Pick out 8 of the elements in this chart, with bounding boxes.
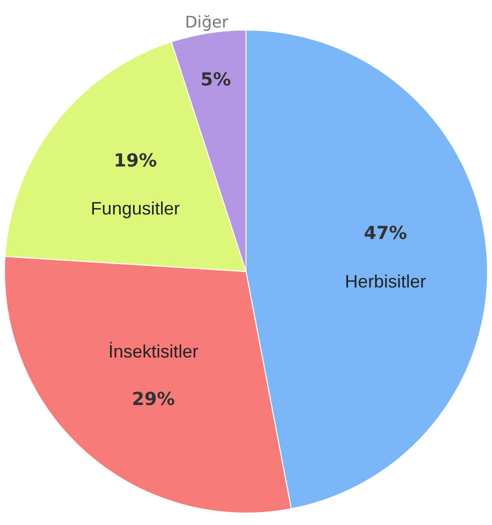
- slice-label: Fungusitler: [90, 198, 180, 219]
- data-label: 19%: [114, 150, 157, 172]
- data-label: 5%: [200, 69, 232, 90]
- slice-label: Herbisitler: [344, 271, 426, 292]
- data-label: 47%: [364, 222, 407, 244]
- slice-label: Diğer: [184, 12, 229, 32]
- slice-label: İnsektisitler: [108, 342, 198, 362]
- data-label: 29%: [132, 389, 175, 410]
